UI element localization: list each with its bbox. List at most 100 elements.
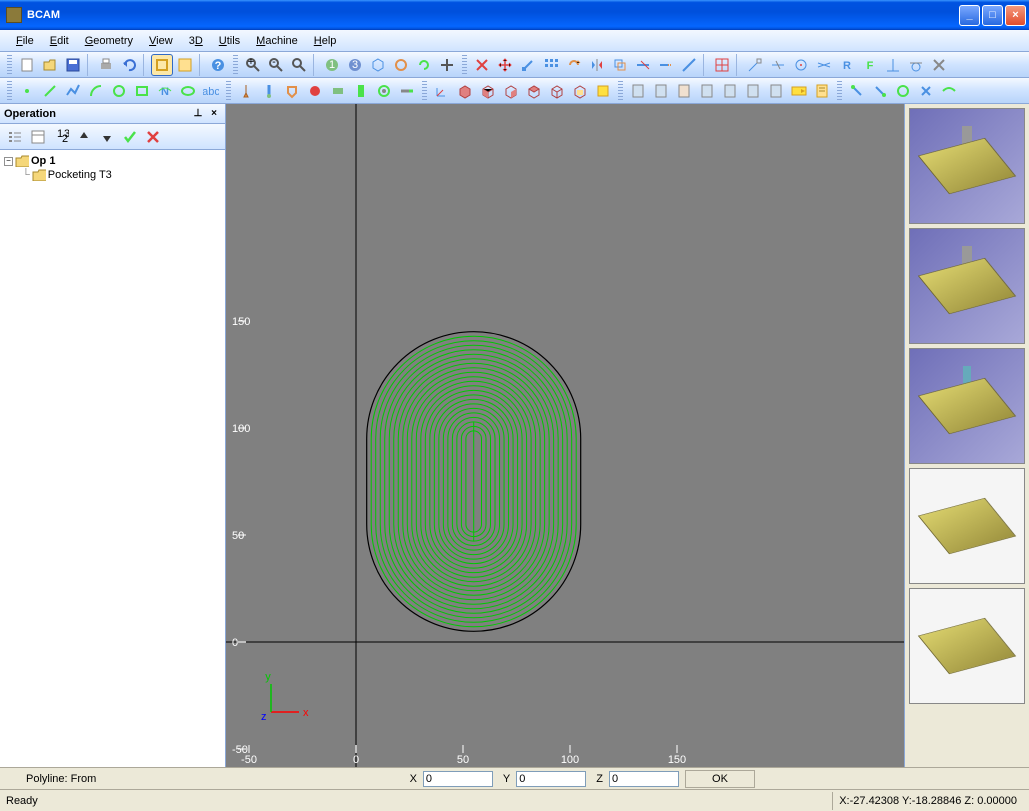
new-button[interactable] [16,54,38,76]
menu-3d[interactable]: 3D [181,33,211,49]
viewport[interactable]: -50050100150-50050100150xyz [226,104,904,767]
move-button[interactable] [494,54,516,76]
help-button[interactable]: ? [207,54,229,76]
grid-snap-button[interactable] [711,54,733,76]
pocket-button[interactable] [281,80,303,102]
slot-button[interactable] [396,80,418,102]
panel-close-icon[interactable]: × [207,107,221,121]
tool-5-button[interactable] [938,80,960,102]
tree-child-node[interactable]: └ Pocketing T3 [4,168,221,182]
tool-4-button[interactable] [915,80,937,102]
operation-tree[interactable]: − Op 1 └ Pocketing T3 [0,150,225,767]
sheet-2-button[interactable] [650,80,672,102]
box-side-button[interactable] [500,80,522,102]
snap-tan-button[interactable] [905,54,927,76]
menu-help[interactable]: Help [306,33,345,49]
menu-view[interactable]: View [141,33,181,49]
scale-button[interactable] [517,54,539,76]
canvas[interactable]: -50050100150-50050100150xyz [226,104,904,767]
pan-button[interactable] [436,54,458,76]
thumbnail-4[interactable] [909,468,1025,584]
spline-button[interactable]: N [154,80,176,102]
view-3-button[interactable]: 3 [344,54,366,76]
tool-1-button[interactable] [846,80,868,102]
y-input[interactable] [516,771,586,787]
thread-button[interactable] [350,80,372,102]
drill-button[interactable] [235,80,257,102]
undo-button[interactable] [118,54,140,76]
delete-op-button[interactable] [142,126,164,148]
rotate-button[interactable] [563,54,585,76]
menu-geometry[interactable]: Geometry [77,33,141,49]
arc-button[interactable] [85,80,107,102]
tree-list-button[interactable] [4,126,26,148]
accept-button[interactable] [119,126,141,148]
zoom-in-button[interactable]: + [242,54,264,76]
thumbnail-1[interactable] [909,108,1025,224]
sheet-3-button[interactable] [673,80,695,102]
move-up-button[interactable] [73,126,95,148]
collapse-icon[interactable]: − [4,157,13,166]
sheet-5-button[interactable] [719,80,741,102]
snap-end-button[interactable] [744,54,766,76]
menu-edit[interactable]: Edit [42,33,77,49]
rectangle-button[interactable] [131,80,153,102]
x-input[interactable] [423,771,493,787]
mirror-button[interactable] [586,54,608,76]
refresh-button[interactable] [413,54,435,76]
box-hidden-button[interactable] [569,80,591,102]
zoom-fit-button[interactable] [288,54,310,76]
offset-button[interactable] [609,54,631,76]
thumbnail-5[interactable] [909,588,1025,704]
box-yellow-button[interactable] [592,80,614,102]
tree-props-button[interactable] [27,126,49,148]
pin-icon[interactable]: ⊥ [191,107,205,121]
face-button[interactable] [327,80,349,102]
box-wire-button[interactable] [546,80,568,102]
delete-button[interactable] [471,54,493,76]
renumber-button[interactable]: 123 [50,126,72,148]
snap-mid-button[interactable] [767,54,789,76]
snap-none-button[interactable] [928,54,950,76]
layer-button[interactable] [174,54,196,76]
snap-center-button[interactable] [790,54,812,76]
box-top-button[interactable] [523,80,545,102]
sheet-4-button[interactable] [696,80,718,102]
trim-button[interactable] [632,54,654,76]
print-button[interactable] [95,54,117,76]
tree-root-node[interactable]: − Op 1 [4,154,221,168]
snap-r-button[interactable]: R [836,54,858,76]
save-button[interactable] [62,54,84,76]
tool-2-button[interactable] [869,80,891,102]
thumbnail-3[interactable] [909,348,1025,464]
menu-machine[interactable]: Machine [248,33,306,49]
point-button[interactable] [16,80,38,102]
move-down-button[interactable] [96,126,118,148]
sheet-1-button[interactable] [627,80,649,102]
minimize-button[interactable]: _ [959,5,980,26]
line-button[interactable] [39,80,61,102]
rotate-view-button[interactable] [390,54,412,76]
snap-f-button[interactable]: F [859,54,881,76]
chamfer-mill-button[interactable] [373,80,395,102]
box-red-button[interactable] [454,80,476,102]
ucs-button[interactable] [431,80,453,102]
menu-file[interactable]: File [8,33,42,49]
ellipse-button[interactable] [177,80,199,102]
thumbnail-2[interactable] [909,228,1025,344]
text-button[interactable]: abc [200,80,222,102]
sheet-6-button[interactable] [742,80,764,102]
box-front-button[interactable] [477,80,499,102]
ok-button[interactable]: OK [685,770,755,788]
array-button[interactable] [540,54,562,76]
tool-3-button[interactable] [892,80,914,102]
engrave-button[interactable] [304,80,326,102]
polyline-button[interactable] [62,80,84,102]
view-1-button[interactable]: 1 [321,54,343,76]
select-button[interactable] [151,54,173,76]
report-button[interactable] [811,80,833,102]
open-button[interactable] [39,54,61,76]
z-input[interactable] [609,771,679,787]
extend-button[interactable] [655,54,677,76]
snap-perp-button[interactable] [882,54,904,76]
